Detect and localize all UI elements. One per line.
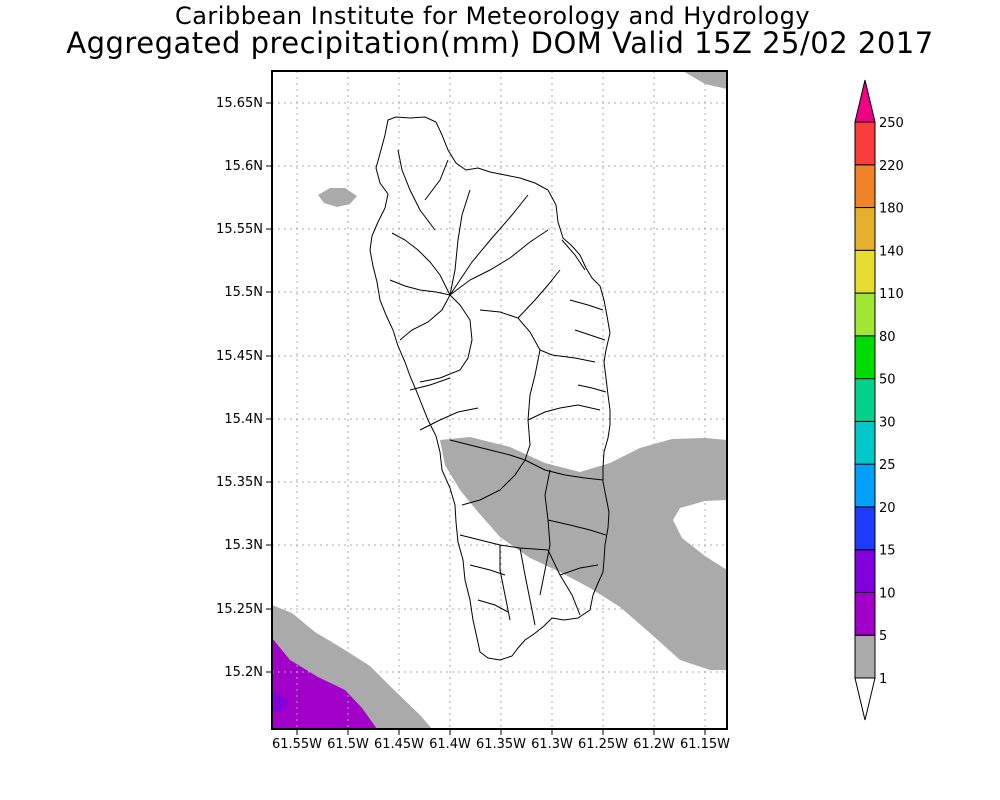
axis-ticks [266, 102, 706, 735]
colorbar-swatch [854, 207, 876, 251]
colorbar-label: 25 [879, 458, 896, 473]
colorbar-label: 80 [879, 330, 896, 345]
colorbar-swatch [854, 591, 876, 636]
lat-label: 15.6N [224, 159, 263, 174]
precip-area-1mm-northwest-blob [318, 188, 357, 207]
lat-label: 15.55N [216, 222, 263, 237]
colorbar-swatch [854, 292, 876, 337]
lat-label: 15.35N [216, 475, 263, 490]
lon-label: 61.4W [429, 737, 471, 752]
colorbar-lower-triangle [854, 677, 876, 721]
lon-label: 61.35W [476, 737, 526, 752]
lon-label: 61.2W [633, 737, 675, 752]
lat-label: 15.45N [216, 349, 263, 364]
latitude-labels: 15.65N 15.6N 15.55N 15.5N 15.45N 15.4N 1… [216, 96, 263, 680]
precip-shading [272, 71, 727, 729]
map-grid [272, 71, 727, 729]
title-line-1: Caribbean Institute for Meteorology and … [174, 2, 811, 30]
longitude-labels: 61.55W 61.5W 61.45W 61.4W 61.35W 61.3W 6… [272, 737, 730, 752]
colorbar-upper-triangle [854, 79, 876, 123]
map-frame [271, 70, 728, 730]
lon-label: 61.5W [327, 737, 369, 752]
colorbar-swatch [854, 378, 876, 422]
colorbar-label: 30 [879, 415, 896, 430]
lat-label: 15.2N [224, 665, 263, 680]
precip-area-10mm-southwest [272, 690, 288, 712]
colorbar-swatch [854, 634, 876, 679]
lon-label: 61.55W [272, 737, 322, 752]
lon-label: 61.25W [578, 737, 628, 752]
colorbar-label: 180 [879, 202, 904, 217]
dominica-coastline [369, 116, 611, 661]
colorbar-label: 110 [879, 287, 904, 302]
colorbar-swatch [854, 549, 876, 593]
lat-label: 15.5N [224, 285, 263, 300]
lat-label: 15.25N [216, 602, 263, 617]
colorbar-swatch [854, 506, 876, 551]
colorbar-label: 15 [879, 544, 896, 559]
precip-area-1mm-northeast [683, 71, 727, 89]
colorbar-label: 20 [879, 501, 896, 516]
lon-label: 61.45W [374, 737, 424, 752]
colorbar-swatch [854, 121, 876, 166]
colorbar-swatch [854, 335, 876, 380]
lon-label: 61.3W [531, 737, 573, 752]
colorbar-label: 50 [879, 373, 896, 388]
lat-label: 15.4N [224, 412, 263, 427]
lat-label: 15.3N [224, 538, 263, 553]
colorbar-label: 140 [879, 244, 904, 259]
precip-area-5mm-southwest [272, 638, 377, 729]
colorbar-swatch [854, 164, 876, 209]
precip-area-1mm-band [440, 437, 727, 670]
colorbar-swatch [854, 463, 876, 508]
lon-label: 61.15W [680, 737, 730, 752]
colorbar-label: 10 [879, 586, 896, 601]
island-boundaries [369, 116, 611, 661]
lat-label: 15.65N [216, 96, 263, 111]
colorbar-swatch [854, 249, 876, 294]
title-line-2: Aggregated precipitation(mm) DOM Valid 1… [66, 26, 934, 60]
colorbar-label: 220 [879, 159, 904, 174]
colorbar-swatch [854, 420, 876, 465]
colorbar-label: 250 [879, 116, 904, 131]
colorbar-label: 1 [879, 672, 887, 687]
colorbar-label: 5 [879, 629, 887, 644]
